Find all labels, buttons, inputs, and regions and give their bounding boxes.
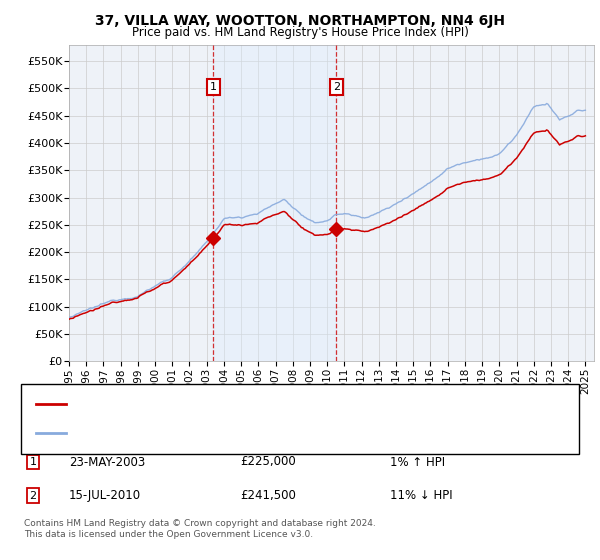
Text: HPI: Average price, detached house, West Northamptonshire: HPI: Average price, detached house, West… [78, 428, 395, 438]
Text: Price paid vs. HM Land Registry's House Price Index (HPI): Price paid vs. HM Land Registry's House … [131, 26, 469, 39]
Text: 15-JUL-2010: 15-JUL-2010 [69, 489, 141, 502]
Text: 2: 2 [29, 491, 37, 501]
Text: 37, VILLA WAY, WOOTTON, NORTHAMPTON, NN4 6JH (detached house): 37, VILLA WAY, WOOTTON, NORTHAMPTON, NN4… [78, 399, 446, 409]
Text: 1: 1 [210, 82, 217, 92]
Text: 11% ↓ HPI: 11% ↓ HPI [390, 489, 452, 502]
Text: Contains HM Land Registry data © Crown copyright and database right 2024.
This d: Contains HM Land Registry data © Crown c… [24, 520, 376, 539]
Text: 1% ↑ HPI: 1% ↑ HPI [390, 455, 445, 469]
Text: £225,000: £225,000 [240, 455, 296, 469]
Text: 37, VILLA WAY, WOOTTON, NORTHAMPTON, NN4 6JH: 37, VILLA WAY, WOOTTON, NORTHAMPTON, NN4… [95, 14, 505, 28]
Text: £241,500: £241,500 [240, 489, 296, 502]
Bar [213, 45, 337, 361]
Text: 2: 2 [333, 82, 340, 92]
Text: 23-MAY-2003: 23-MAY-2003 [69, 455, 145, 469]
Text: 1: 1 [29, 457, 37, 467]
